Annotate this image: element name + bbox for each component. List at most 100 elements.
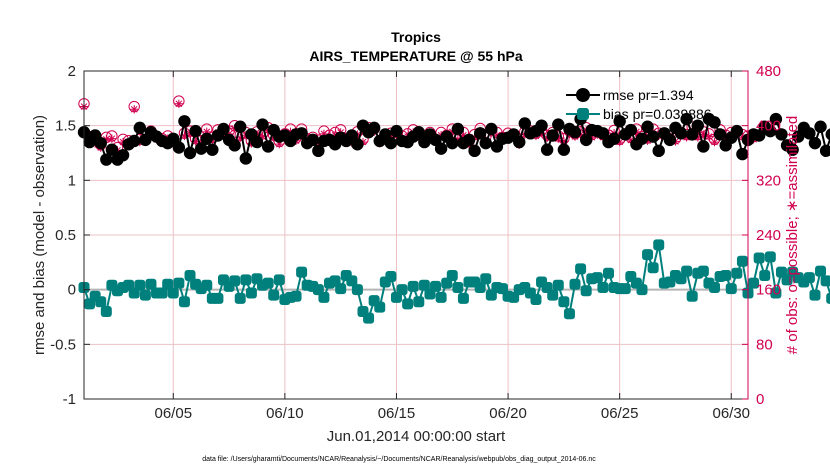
rmse-point	[390, 124, 403, 138]
bias-point	[731, 267, 743, 279]
y-tick-label: 0	[68, 282, 76, 299]
rmse-point	[708, 116, 721, 129]
bias-point	[709, 281, 721, 293]
bias-point	[530, 294, 542, 306]
legend-bias-marker	[577, 108, 589, 120]
assimilated-obs-marker	[559, 137, 569, 146]
rmse-point	[485, 122, 498, 136]
assimilated-obs-marker	[448, 127, 457, 137]
rmse-point	[730, 124, 744, 138]
rmse-series	[77, 112, 830, 166]
bias-point	[547, 289, 559, 301]
assimilated-obs-marker	[693, 133, 702, 142]
rmse-point	[814, 120, 827, 133]
bias-point	[95, 296, 107, 308]
bias-point	[452, 281, 464, 293]
bias-point	[803, 272, 815, 284]
bias-point	[262, 277, 274, 289]
bias-point	[457, 292, 469, 304]
bias-point	[815, 265, 827, 277]
rmse-point	[652, 144, 665, 158]
bias-point	[753, 252, 765, 264]
chart-title: Tropics	[391, 29, 441, 45]
y-right-tick-label: 80	[756, 336, 773, 353]
bias-point	[229, 275, 241, 287]
bias-point	[686, 290, 698, 302]
bias-point	[145, 278, 157, 290]
rmse-point	[451, 122, 465, 136]
rmse-point	[674, 127, 688, 140]
assimilated-obs-marker	[554, 134, 563, 143]
rmse-point	[312, 144, 325, 158]
rmse-point	[116, 148, 130, 162]
assimilated-obs-marker	[492, 131, 502, 140]
rmse-point	[825, 128, 830, 141]
bias-point	[418, 279, 430, 291]
bias-point	[296, 266, 308, 278]
assimilated-obs-marker	[202, 127, 211, 137]
bias-point	[642, 249, 654, 261]
rmse-point	[200, 132, 213, 145]
rmse-point	[535, 119, 548, 132]
bias-point	[552, 279, 564, 291]
rmse-point	[412, 126, 425, 139]
rmse-point	[306, 133, 319, 147]
rmse-point	[624, 123, 638, 137]
rmse-point	[351, 138, 364, 151]
bias-point	[162, 278, 174, 290]
bias-point	[173, 277, 185, 289]
rmse-point	[295, 127, 308, 140]
y-right-tick-label: 160	[756, 282, 781, 299]
axis-ticks: 06/05 06/10 06/15 06/20 06/25 06/30 -1 -0.5 0 0.5…	[50, 63, 781, 422]
bias-point	[558, 296, 570, 308]
bias-series	[78, 239, 830, 324]
data-file-footnote: data file: /Users/gharamti/Documents/NCA…	[202, 456, 596, 463]
assimilated-obs-marker	[319, 129, 329, 139]
y-tick-label: -1	[63, 391, 76, 408]
bias-point	[580, 285, 592, 297]
rmse-point	[646, 130, 660, 143]
rmse-point	[261, 140, 275, 153]
chart-subtitle: AIRS_TEMPERATURE @ 55 hPa	[309, 48, 523, 64]
rmse-point	[367, 121, 381, 135]
rmse-point	[189, 124, 202, 138]
bias-point	[178, 296, 190, 308]
rmse-point	[697, 140, 710, 153]
assimilated-obs-marker	[275, 139, 284, 149]
rmse-point	[256, 118, 269, 131]
rmse-point	[769, 112, 783, 126]
bias-point	[240, 274, 252, 286]
rmse-point	[128, 134, 141, 148]
assimilated-obs-marker	[174, 99, 184, 108]
bias-point	[201, 279, 213, 291]
y-right-tick-label: 0	[756, 391, 764, 408]
bias-point	[184, 269, 196, 281]
bias-point	[134, 279, 146, 291]
bias-point	[407, 280, 419, 292]
bias-point	[597, 281, 609, 293]
y-right-tick-label: 320	[756, 172, 781, 189]
bias-point	[446, 269, 458, 281]
rmse-point	[764, 124, 777, 138]
bias-point	[591, 272, 603, 284]
x-tick-label: 06/20	[489, 405, 527, 422]
rmse-point	[579, 133, 593, 147]
bias-point	[385, 271, 397, 283]
assimilated-obs-marker	[453, 135, 463, 144]
y-tick-label: 0.5	[55, 227, 76, 244]
rmse-point	[568, 126, 582, 139]
bias-point	[809, 289, 821, 301]
bias-point	[351, 284, 363, 296]
y-tick-label: 1	[68, 172, 76, 189]
bias-point	[770, 287, 782, 299]
rmse-point	[713, 128, 727, 141]
bias-point	[374, 301, 386, 313]
assimilated-obs-marker	[107, 134, 117, 143]
y-tick-label: 1.5	[55, 118, 76, 135]
assimilated-obs-marker	[258, 132, 267, 141]
x-tick-label: 06/25	[601, 405, 639, 422]
bias-point	[697, 265, 709, 277]
bias-point	[759, 269, 771, 281]
assimilated-obs-marker	[699, 130, 708, 139]
